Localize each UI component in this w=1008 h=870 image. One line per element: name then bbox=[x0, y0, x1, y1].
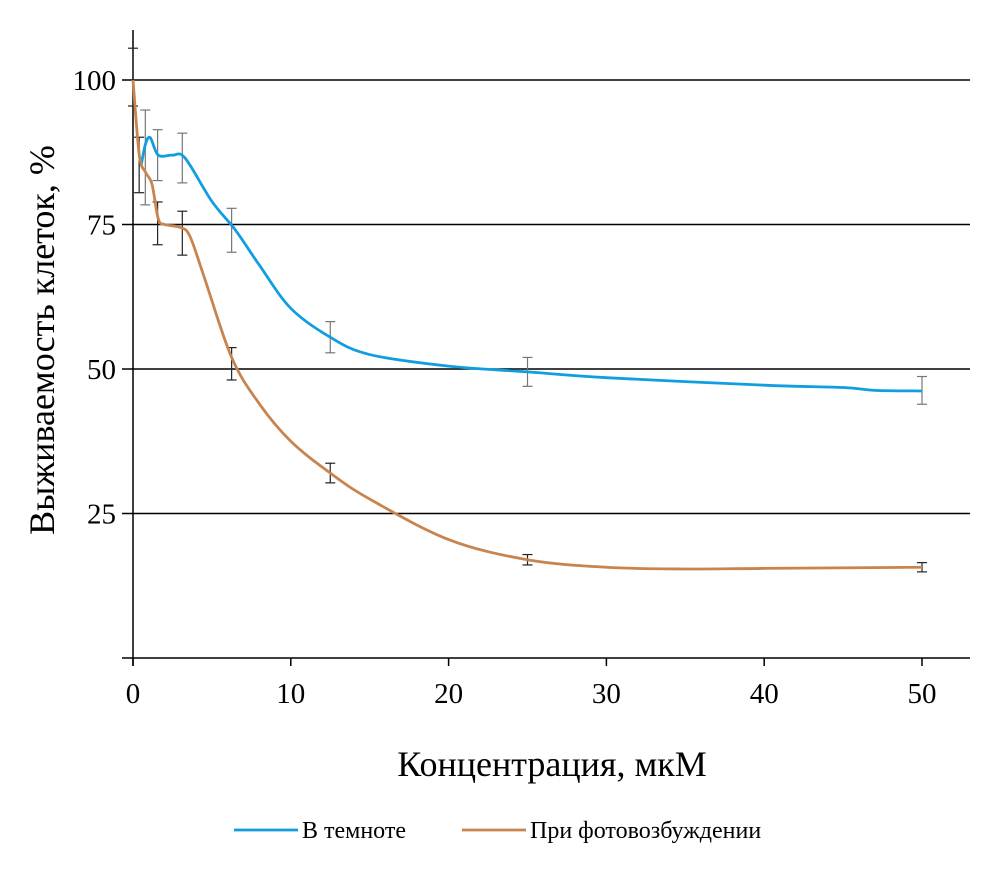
legend-label: В темноте bbox=[302, 818, 406, 844]
series-line-dark bbox=[139, 135, 923, 393]
y-axis-label: Выживаемость клеток, % bbox=[22, 145, 62, 535]
x-tick-label: 30 bbox=[592, 678, 621, 710]
x-tick-label: 40 bbox=[750, 678, 779, 710]
x-tick-label: 20 bbox=[434, 678, 463, 710]
y-tick-label: 100 bbox=[73, 65, 117, 97]
series-line-photo bbox=[131, 79, 923, 571]
x-tick-label: 50 bbox=[908, 678, 937, 710]
y-tick-label: 25 bbox=[87, 499, 116, 531]
x-tick-label: 0 bbox=[126, 678, 141, 710]
x-tick-label: 10 bbox=[276, 678, 305, 710]
y-tick-label: 50 bbox=[87, 354, 116, 386]
x-axis-label: Концентрация, мкМ bbox=[397, 744, 707, 784]
y-tick-label: 75 bbox=[87, 210, 116, 242]
legend-label: При фотовозбуждении bbox=[530, 818, 761, 844]
